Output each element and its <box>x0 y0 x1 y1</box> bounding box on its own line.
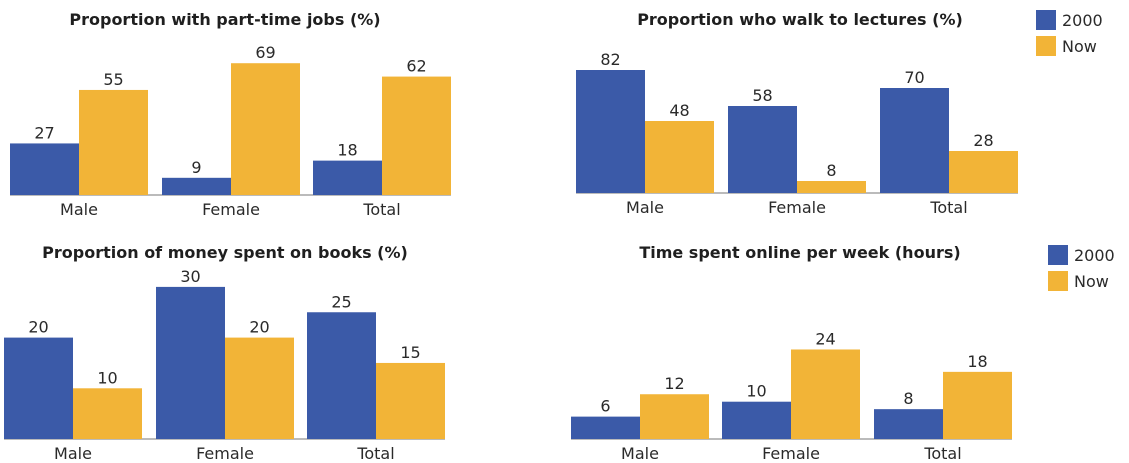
bar-2000-male <box>571 416 640 439</box>
bar-now-female <box>225 337 294 439</box>
bar-now-male <box>645 121 714 193</box>
data-label: 28 <box>973 131 993 150</box>
data-label: 55 <box>103 70 123 89</box>
chart-title: Time spent online per week (hours) <box>639 243 960 262</box>
category-label: Female <box>202 200 260 219</box>
bar-2000-female <box>728 106 797 193</box>
chart-panel-4: Time spent online per week (hours) 6 12 Mal… <box>571 243 1115 463</box>
category-label: Total <box>362 200 400 219</box>
bar-2000-female <box>722 401 791 439</box>
category-label: Female <box>768 198 826 217</box>
bar-now-male <box>79 89 148 195</box>
bar-2000-male <box>576 70 645 193</box>
chart-title: Proportion with part-time jobs (%) <box>69 10 380 29</box>
category-label: Total <box>923 444 961 463</box>
data-label: 27 <box>34 123 54 142</box>
legend-swatch <box>1048 245 1068 265</box>
data-label: 70 <box>904 68 924 87</box>
bar-now-total <box>949 151 1018 193</box>
legend-label: 2000 <box>1074 246 1115 265</box>
bar-now-female <box>231 63 300 196</box>
chart-panel-1: Proportion with part-time jobs (%) 27 55 Ma… <box>10 10 451 219</box>
bar-2000-male <box>10 143 79 195</box>
chart-panel-2: Proportion who walk to lectures (%) 82 48 M… <box>576 10 1103 217</box>
data-label: 69 <box>255 43 275 62</box>
bar-2000-total <box>307 312 376 439</box>
bar-2000-female <box>162 177 231 195</box>
bar-2000-total <box>874 409 943 439</box>
bar-now-male <box>73 388 142 439</box>
data-label: 82 <box>600 50 620 69</box>
data-label: 18 <box>967 352 987 371</box>
category-label: Male <box>626 198 664 217</box>
legend-label: 2000 <box>1062 11 1103 30</box>
category-label: Female <box>196 444 254 463</box>
data-label: 12 <box>664 374 684 393</box>
legend-swatch <box>1048 271 1068 291</box>
data-label: 24 <box>815 329 835 348</box>
legend-label: Now <box>1074 272 1109 291</box>
data-label: 18 <box>337 141 357 160</box>
data-label: 10 <box>97 368 117 387</box>
legend-swatch <box>1036 10 1056 30</box>
bar-2000-male <box>4 337 73 439</box>
chart-panel-3: Proportion of money spent on books (%) 20… <box>4 243 445 463</box>
data-label: 20 <box>249 318 269 337</box>
category-label: Male <box>621 444 659 463</box>
data-label: 62 <box>406 57 426 76</box>
bar-now-female <box>791 349 860 439</box>
bar-2000-total <box>313 160 382 195</box>
data-label: 30 <box>180 267 200 286</box>
data-label: 8 <box>826 161 836 180</box>
bar-now-total <box>382 76 451 195</box>
bar-now-male <box>640 394 709 439</box>
category-label: Female <box>762 444 820 463</box>
legend-swatch <box>1036 36 1056 56</box>
data-label: 48 <box>669 101 689 120</box>
data-label: 20 <box>28 318 48 337</box>
data-label: 6 <box>600 397 610 416</box>
category-label: Male <box>60 200 98 219</box>
data-label: 8 <box>903 389 913 408</box>
data-label: 9 <box>191 158 201 177</box>
category-label: Total <box>929 198 967 217</box>
category-label: Total <box>356 444 394 463</box>
data-label: 58 <box>752 86 772 105</box>
data-label: 10 <box>746 382 766 401</box>
legend: 2000 Now <box>1036 10 1103 56</box>
bar-now-female <box>797 181 866 193</box>
bar-now-total <box>376 362 445 439</box>
legend: 2000 Now <box>1048 245 1115 291</box>
category-label: Male <box>54 444 92 463</box>
data-label: 15 <box>400 343 420 362</box>
bar-2000-total <box>880 88 949 193</box>
bar-2000-female <box>156 286 225 439</box>
data-label: 25 <box>331 292 351 311</box>
bar-now-total <box>943 371 1012 439</box>
chart-title: Proportion who walk to lectures (%) <box>637 10 963 29</box>
legend-label: Now <box>1062 37 1097 56</box>
chart-title: Proportion of money spent on books (%) <box>42 243 408 262</box>
